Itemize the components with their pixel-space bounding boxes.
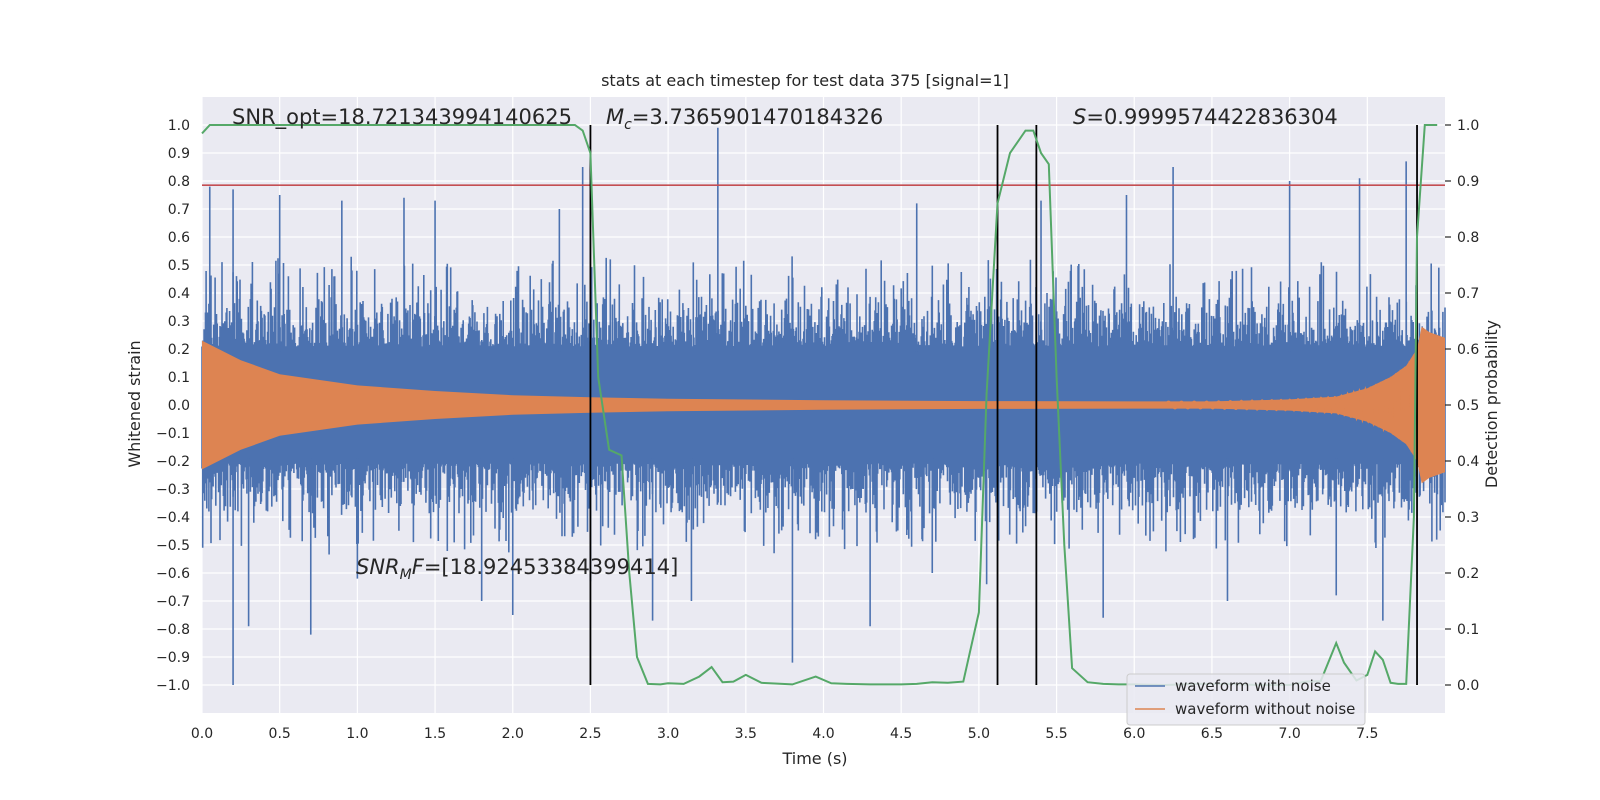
mc-subscript: c — [624, 117, 632, 133]
x-tick-label: 1.0 — [346, 726, 368, 742]
x-tick-label: 3.0 — [657, 726, 679, 742]
y2-tick-label: 0.4 — [1457, 454, 1479, 470]
s-annotation: S=0.9999574422836304 — [1073, 105, 1338, 129]
x-tick-label: 1.5 — [424, 726, 446, 742]
y-tick-label: −0.5 — [156, 538, 190, 554]
x-tick-label: 0.5 — [269, 726, 291, 742]
legend-box — [1126, 673, 1366, 726]
y2-tick-label: 0.5 — [1457, 398, 1479, 414]
x-tick-label: 6.0 — [1123, 726, 1145, 742]
y-tick-label: −0.7 — [156, 594, 190, 610]
y-axis-ticks: 1.0 0.9 0.8 0.7 0.6 0.5 0.4 0.3 0.2 0.1 0.0 −0.1 −0.… — [156, 118, 190, 694]
y2-tick-label: 0.3 — [1457, 510, 1479, 526]
snr-mf-f: F — [412, 555, 425, 579]
vertical-markers — [589, 125, 1418, 685]
y-tick-label: 0.7 — [168, 202, 190, 218]
y2-tick-label: 0.7 — [1457, 286, 1479, 302]
x-tick-label: 2.0 — [502, 726, 524, 742]
snr-mf-value: =[18.92453384399414] — [424, 555, 678, 579]
x-tick-label: 3.5 — [735, 726, 757, 742]
y2-tick-label: 1.0 — [1457, 118, 1479, 134]
y-tick-label: −0.1 — [156, 426, 190, 442]
y2-tick-label: 0.9 — [1457, 174, 1479, 190]
y2-axis-label: Detection probability — [1482, 320, 1501, 488]
y-tick-label: 0.3 — [168, 314, 190, 330]
y-tick-label: −0.3 — [156, 482, 190, 498]
chirp-mass-annotation: Mc=3.7365901470184326 — [606, 105, 883, 133]
mc-symbol: M — [606, 105, 624, 129]
clean-envelope — [202, 326, 1445, 484]
y-axis-label: Whitened strain — [125, 340, 144, 467]
y-tick-label: 0.9 — [168, 146, 190, 162]
mc-value: =3.7365901470184326 — [632, 105, 883, 129]
y-tick-label: 0.5 — [168, 258, 190, 274]
y2-tick-label: 0.2 — [1457, 566, 1479, 582]
y-tick-label: 0.2 — [168, 342, 190, 358]
x-tick-label: 4.0 — [812, 726, 834, 742]
x-tick-label: 2.5 — [579, 726, 601, 742]
chart-title: stats at each timestep for test data 375… — [601, 71, 1009, 90]
y-tick-label: 1.0 — [168, 118, 190, 134]
snr-opt-annotation: SNR_opt=18.721343994140625 — [232, 105, 572, 130]
clean-oscillation — [1164, 354, 1418, 459]
y-tick-label: 0.1 — [168, 370, 190, 386]
snr-mf-annotation: SNRMF=[18.92453384399414] — [356, 555, 678, 583]
x-tick-label: 7.0 — [1278, 726, 1300, 742]
y2-tick-label: 0.0 — [1457, 678, 1479, 694]
y-tick-label: 0.6 — [168, 230, 190, 246]
legend-label-noise: waveform with noise — [1175, 677, 1331, 695]
y-tick-label: −0.2 — [156, 454, 190, 470]
x-axis-label: Time (s) — [781, 749, 847, 768]
y-tick-label: −0.4 — [156, 510, 190, 526]
x-tick-label: 5.0 — [968, 726, 990, 742]
x-tick-label: 6.5 — [1201, 726, 1223, 742]
y-tick-label: −0.9 — [156, 650, 190, 666]
y-tick-label: −0.8 — [156, 622, 190, 638]
legend-label-clean: waveform without noise — [1175, 700, 1355, 718]
y-tick-label: 0.8 — [168, 174, 190, 190]
s-symbol: S — [1073, 105, 1086, 129]
y2-tick-label: 0.6 — [1457, 342, 1479, 358]
s-value: =0.9999574422836304 — [1086, 105, 1337, 129]
y-tick-label: −1.0 — [156, 678, 190, 694]
x-axis-ticks: 0.0 0.5 1.0 1.5 2.0 2.5 3.0 3.5 4.0 4.5 5.0 5.5 6.0 6… — [191, 726, 1379, 742]
x-tick-label: 0.0 — [191, 726, 213, 742]
snr-mf-subscript: M — [400, 567, 412, 583]
y2-tick-label: 0.8 — [1457, 230, 1479, 246]
y-tick-label: 0.0 — [168, 398, 190, 414]
x-tick-label: 5.5 — [1045, 726, 1067, 742]
waveform-without-noise-series — [202, 326, 1445, 484]
y-tick-label: 0.4 — [168, 286, 190, 302]
y-tick-label: −0.6 — [156, 566, 190, 582]
y2-tick-label: 0.1 — [1457, 622, 1479, 638]
snr-mf-symbol: SNR — [356, 555, 400, 579]
x-tick-label: 4.5 — [890, 726, 912, 742]
legend: waveform with noise waveform without noi… — [1126, 673, 1366, 726]
x-tick-label: 7.5 — [1356, 726, 1378, 742]
y2-axis-ticks: 1.0 0.9 0.8 0.7 0.6 0.5 0.4 0.3 0.2 0.1 0.0 — [1445, 118, 1479, 694]
